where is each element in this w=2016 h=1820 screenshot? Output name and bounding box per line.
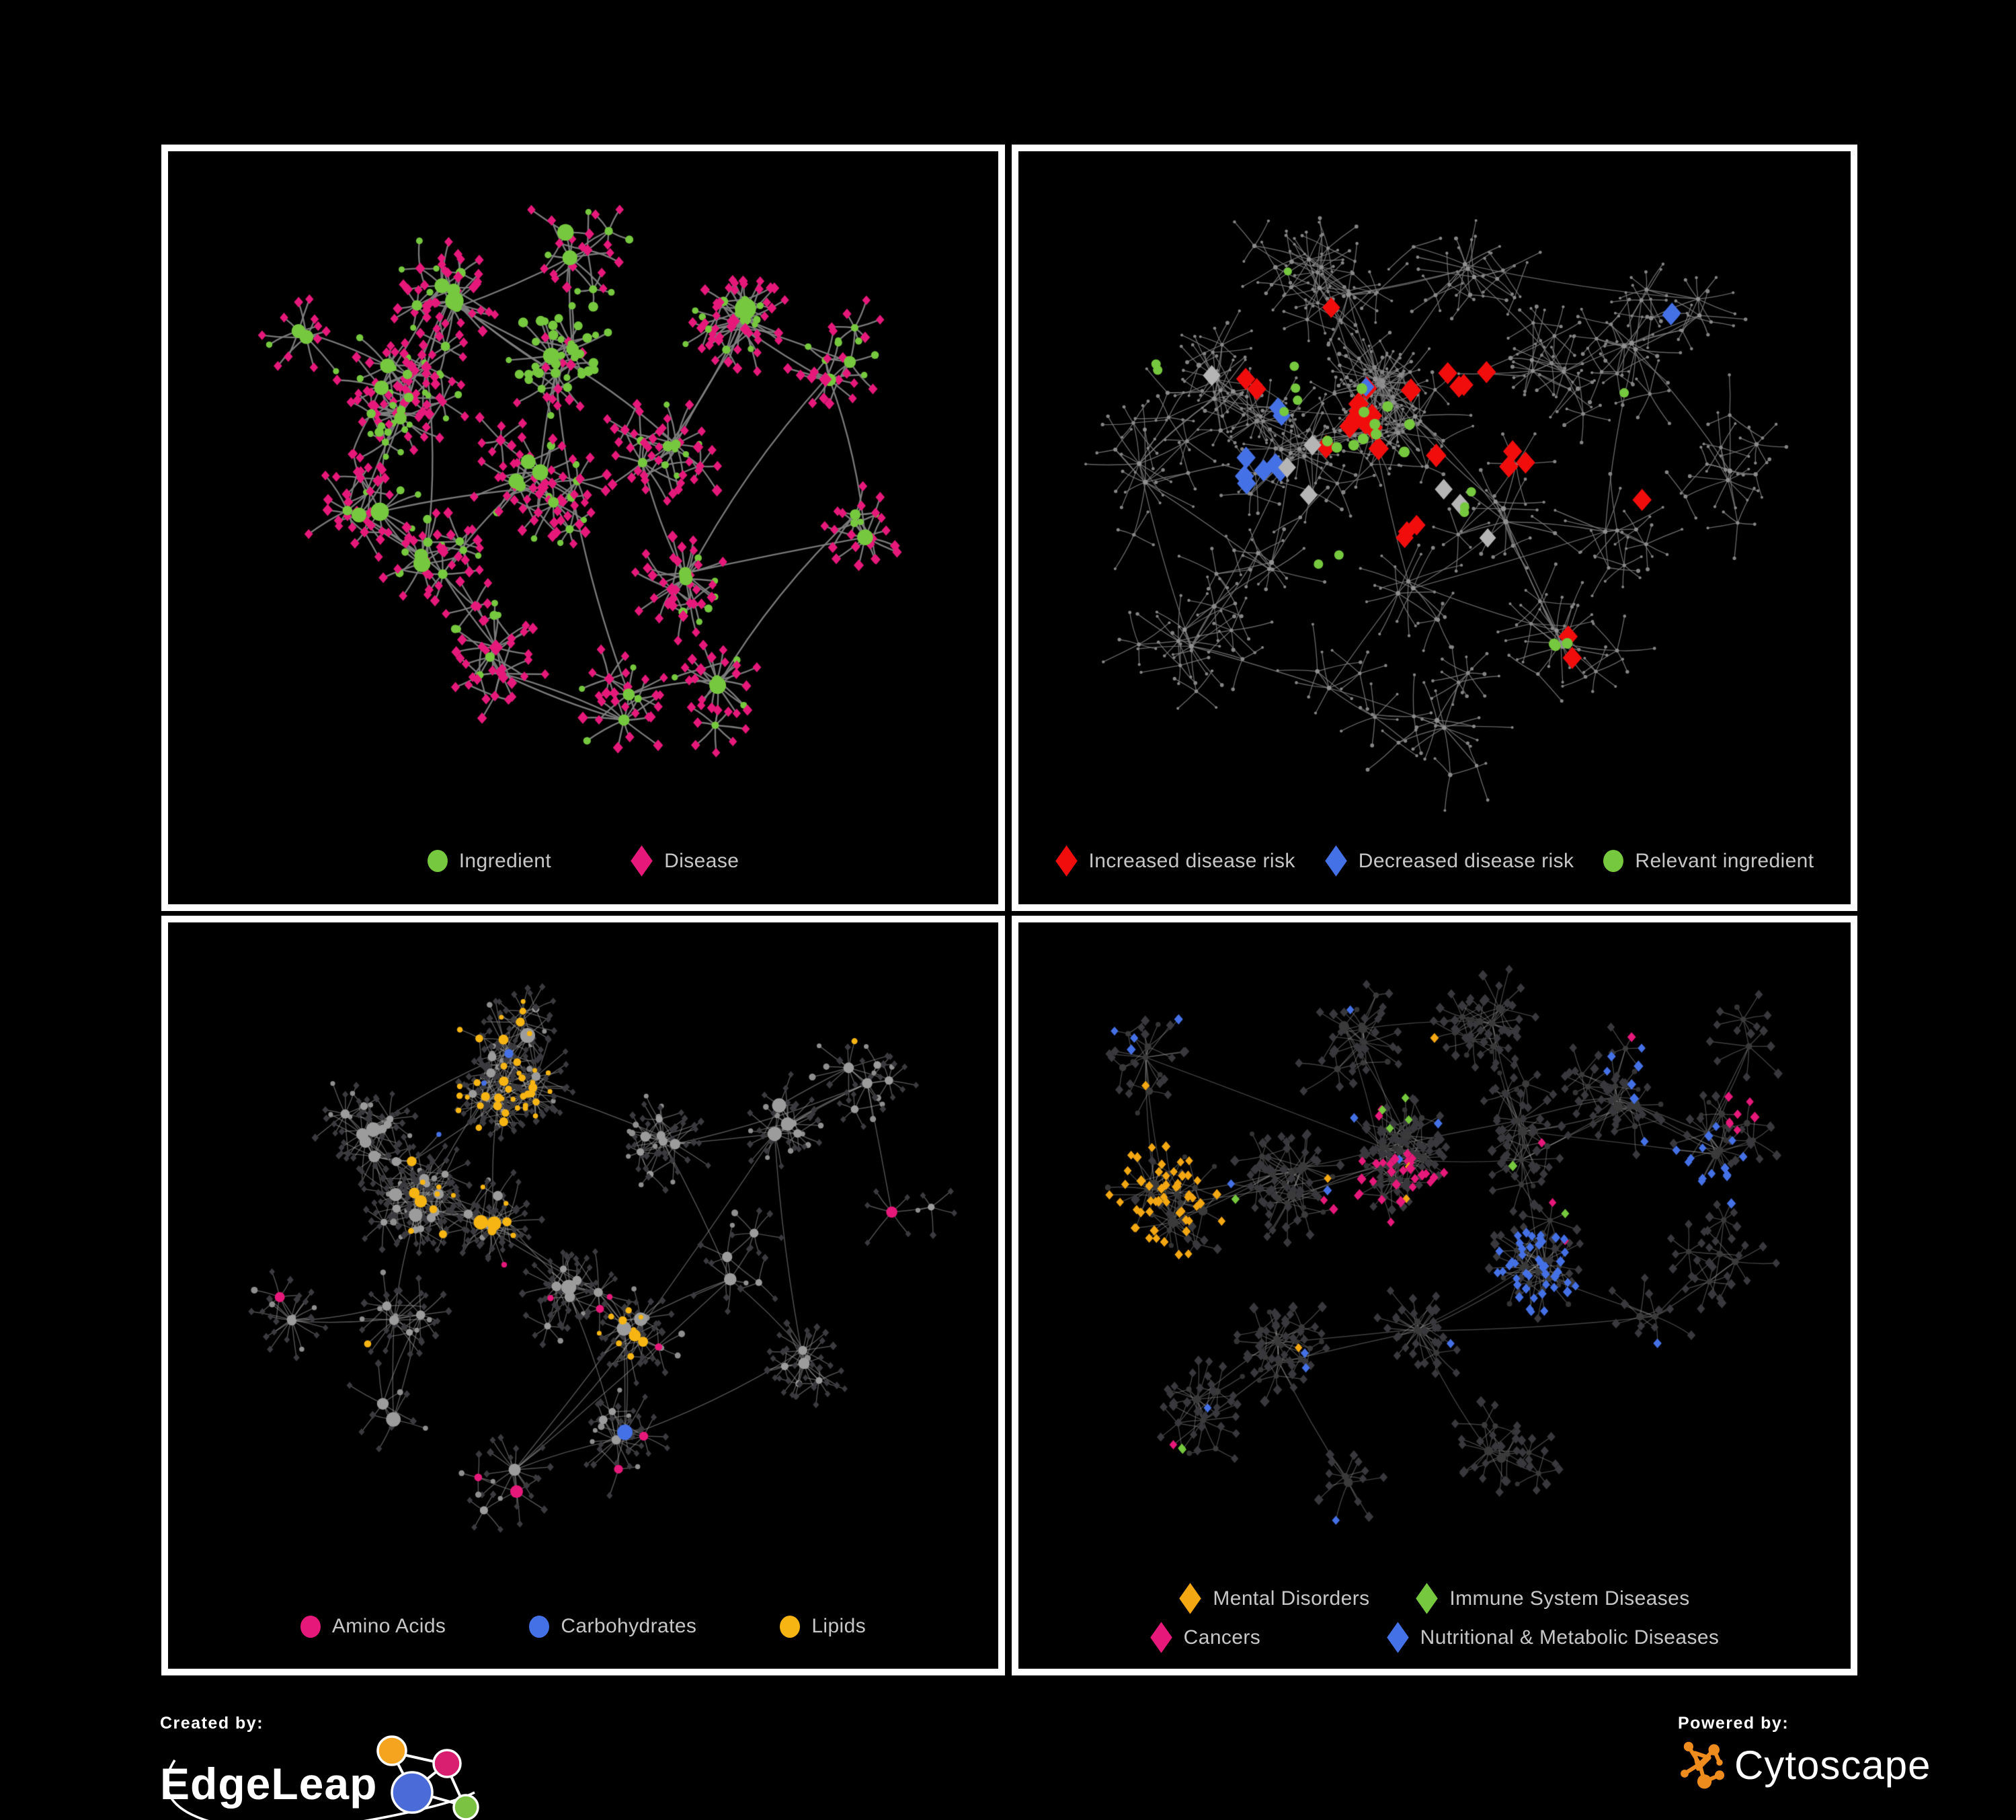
- diamond-symbol-increased-disease-risk: [1055, 845, 1078, 877]
- circle-symbol-amino-acids: [300, 1615, 321, 1638]
- edgeleap-node-green: [452, 1794, 479, 1820]
- legend-disease-categories: Mental Disorders Immune System Diseases Ca…: [1018, 1583, 1851, 1653]
- circle-symbol-carbohydrates: [529, 1615, 550, 1638]
- circle-symbol-ingredient: [427, 850, 448, 872]
- diamond-symbol-mental-disorders: [1179, 1583, 1202, 1614]
- legend-item-nutritional-metabolic-diseases: Nutritional & Metabolic Diseases: [1386, 1622, 1720, 1653]
- legend-row: Mental Disorders Immune System Diseases: [1179, 1583, 1690, 1614]
- panel-disease-risk: Increased disease risk Decreased disease …: [1012, 145, 1857, 911]
- legend-item-immune-system-diseases: Immune System Diseases: [1416, 1583, 1690, 1614]
- edgeleap-swoosh: [165, 1759, 475, 1820]
- panel-nutrients: Amino Acids Carbohydrates Lipids: [161, 916, 1005, 1675]
- legend-item-mental-disorders: Mental Disorders: [1179, 1583, 1370, 1614]
- legend-item-cancers: Cancers: [1150, 1622, 1261, 1653]
- legend-item-lipids: Lipids: [780, 1615, 866, 1638]
- legend-ingredient-disease: Ingredient Disease: [168, 845, 998, 877]
- powered-by-label: Powered by:: [1678, 1714, 1789, 1733]
- panel-ingredient-disease: Ingredient Disease: [161, 145, 1005, 911]
- network-canvas-ingredient-disease: [168, 151, 998, 904]
- legend-label-lipids: Lipids: [811, 1615, 866, 1637]
- network-canvas-disease-categories: [1018, 922, 1851, 1669]
- diamond-symbol-decreased-disease-risk: [1325, 845, 1347, 877]
- edgeleap-network-icon: [376, 1735, 479, 1820]
- legend-label-mental-disorders: Mental Disorders: [1213, 1587, 1370, 1610]
- cytoscape-credit: Powered by:: [1678, 1714, 1931, 1791]
- edgeleap-node-pink: [432, 1749, 462, 1778]
- legend-label-increased-disease-risk: Increased disease risk: [1088, 849, 1295, 872]
- legend-row: Increased disease risk Decreased disease …: [1055, 845, 1814, 877]
- legend-label-decreased-disease-risk: Decreased disease risk: [1358, 849, 1574, 872]
- cytoscape-wordmark: Cytoscape: [1734, 1742, 1931, 1788]
- legend-row: Amino Acids Carbohydrates Lipids: [300, 1615, 866, 1638]
- legend-row: Ingredient Disease: [427, 845, 739, 877]
- edgeleap-wordmark: EdgeLeap: [160, 1759, 377, 1809]
- diamond-symbol-immune-system-diseases: [1416, 1583, 1439, 1614]
- diamond-symbol-disease: [631, 845, 653, 877]
- legend-item-relevant-ingredient: Relevant ingredient: [1603, 850, 1814, 873]
- legend-item-amino-acids: Amino Acids: [300, 1615, 446, 1638]
- diamond-symbol-cancers: [1150, 1622, 1172, 1653]
- legend-item-decreased-disease-risk: Decreased disease risk: [1325, 845, 1574, 877]
- legend-nutrients: Amino Acids Carbohydrates Lipids: [168, 1615, 998, 1638]
- panel-disease-categories: Mental Disorders Immune System Diseases Ca…: [1012, 916, 1857, 1675]
- legend-label-ingredient: Ingredient: [458, 849, 552, 872]
- legend-label-disease: Disease: [664, 849, 739, 872]
- network-canvas-disease-risk: [1018, 151, 1851, 904]
- legend-item-ingredient: Ingredient: [427, 849, 552, 873]
- legend-row: Cancers Nutritional & Metabolic Diseases: [1150, 1622, 1720, 1653]
- legend-label-nutritional-metabolic-diseases: Nutritional & Metabolic Diseases: [1420, 1626, 1720, 1649]
- edgeleap-node-blue: [391, 1771, 434, 1814]
- edgeleap-credit: Created by: EdgeLeap: [160, 1714, 496, 1820]
- legend-label-amino-acids: Amino Acids: [331, 1615, 446, 1637]
- legend-item-carbohydrates: Carbohydrates: [529, 1615, 696, 1638]
- created-by-label: Created by:: [160, 1714, 264, 1733]
- diamond-symbol-nutritional-metabolic-diseases: [1386, 1622, 1409, 1653]
- cytoscape-icon: [1681, 1741, 1725, 1789]
- edgeleap-logo: EdgeLeap: [160, 1735, 479, 1820]
- legend-label-cancers: Cancers: [1183, 1626, 1261, 1649]
- legend-label-immune-system-diseases: Immune System Diseases: [1449, 1587, 1690, 1610]
- legend-label-relevant-ingredient: Relevant ingredient: [1635, 849, 1814, 872]
- network-canvas-nutrients: [168, 922, 998, 1669]
- legend-item-increased-disease-risk: Increased disease risk: [1055, 845, 1295, 877]
- edgeleap-node-orange: [376, 1735, 407, 1766]
- circle-symbol-lipids: [780, 1615, 801, 1638]
- legend-label-carbohydrates: Carbohydrates: [561, 1615, 697, 1637]
- circle-symbol-relevant-ingredient: [1603, 850, 1624, 872]
- legend-item-disease: Disease: [631, 845, 739, 877]
- legend-disease-risk: Increased disease risk Decreased disease …: [1018, 845, 1851, 877]
